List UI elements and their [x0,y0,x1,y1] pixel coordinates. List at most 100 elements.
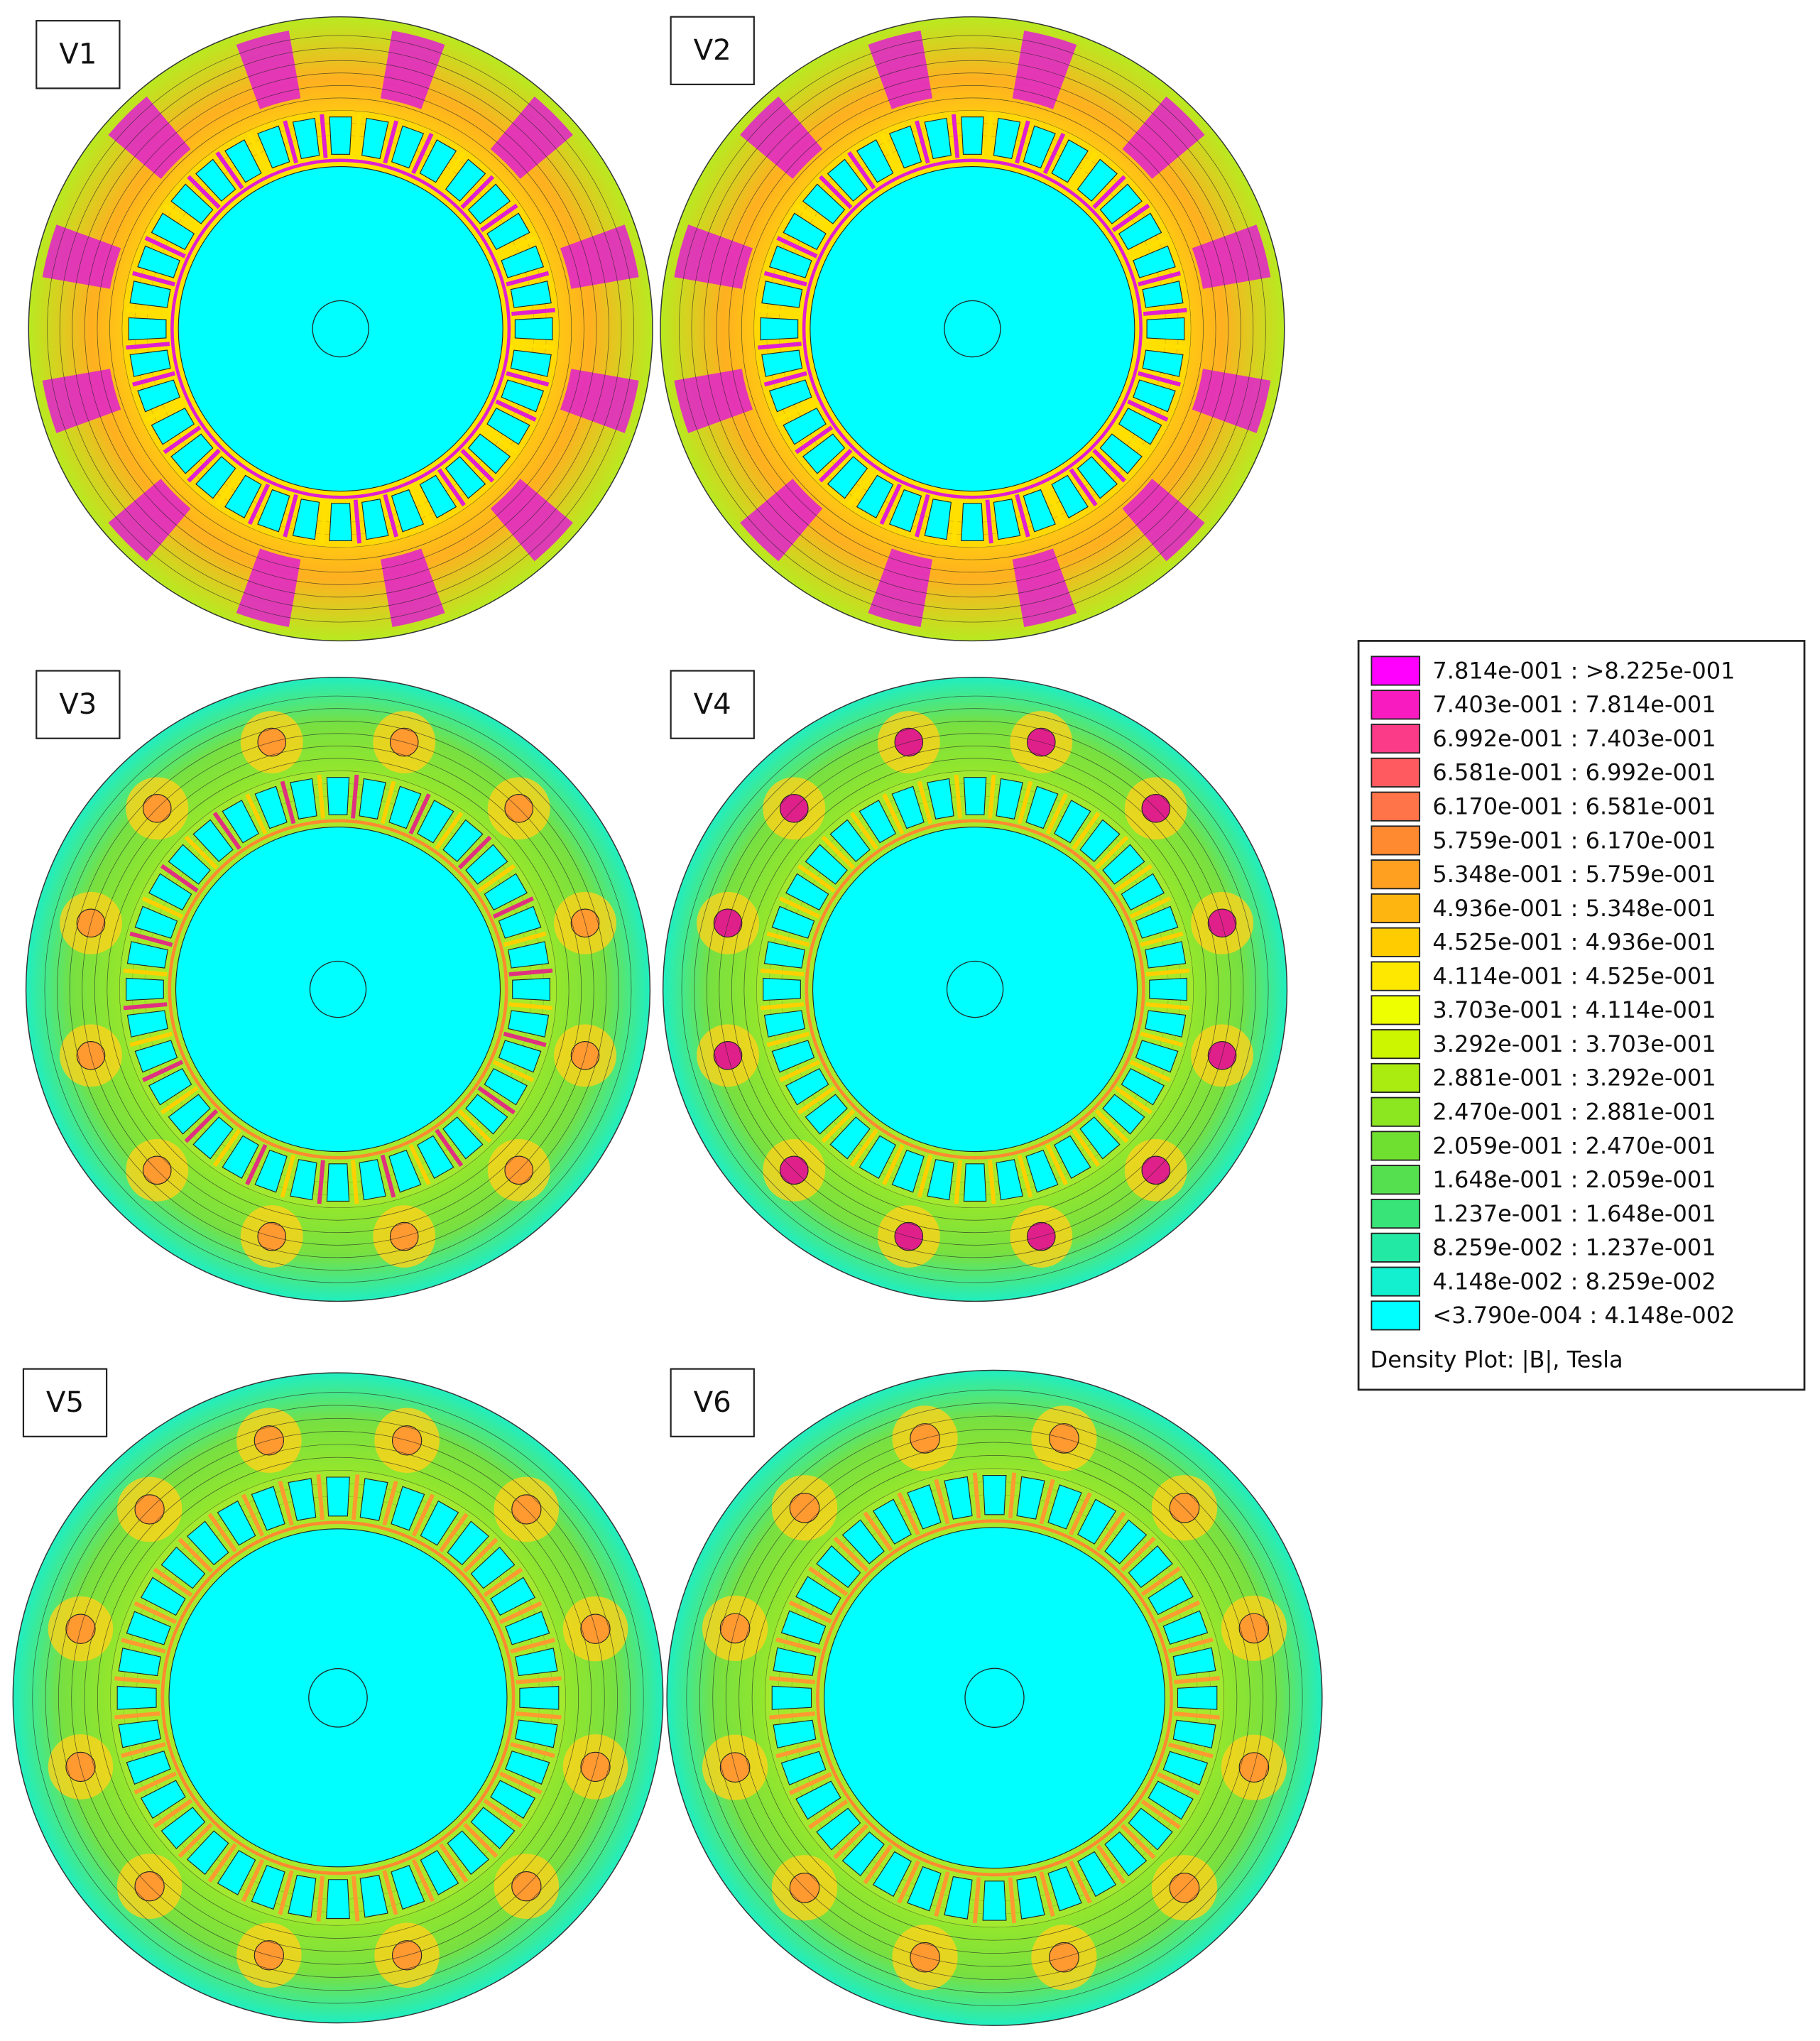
slot [290,778,317,820]
hot-spot [868,31,933,109]
slot [768,245,812,278]
tooth [207,1513,238,1553]
tooth [153,1798,193,1829]
slot [785,1068,829,1106]
panel-label: V5 [46,1386,84,1419]
tooth [1140,1566,1181,1596]
panel-label-box [670,1368,755,1437]
slot [470,1546,516,1589]
field-line [716,72,1229,585]
tooth [1145,1002,1190,1011]
slot [490,1780,536,1819]
slot [1077,456,1118,499]
field-line [725,1429,1264,1967]
slot [419,474,457,519]
slot [254,1149,288,1193]
slot [160,1546,206,1589]
tooth [411,1493,435,1537]
motor-plot: V3 [25,670,651,1302]
hot-spot [1011,548,1077,627]
slot [1177,1685,1218,1710]
tooth [153,1567,193,1597]
legend-label: 1.648e-001 : 2.059e-001 [1432,1166,1716,1193]
legend-label: 8.259e-002 : 1.237e-001 [1432,1234,1716,1261]
tooth [1069,1860,1092,1904]
slot [888,125,922,169]
slot [359,1159,386,1201]
tooth [495,399,537,422]
tooth [760,968,805,976]
air-gap [168,819,508,1160]
legend-label: 4.148e-002 : 8.259e-002 [1432,1268,1716,1295]
motor-plot: V5 [12,1368,664,2024]
slot [1142,349,1184,377]
hot-spot [490,478,573,562]
field-line [706,720,1244,1258]
slot [505,1611,550,1645]
slot [771,905,815,939]
slot [118,1648,161,1677]
slot [1148,1780,1194,1820]
legend-label: 1.237e-001 : 1.648e-001 [1432,1200,1716,1227]
slot [126,977,164,1001]
tooth [457,835,492,870]
legend-swatch [1371,995,1421,1025]
slot [186,1830,229,1876]
tooth [187,175,221,209]
tooth [1157,1772,1201,1795]
slot [515,1648,558,1677]
tooth [849,1128,878,1168]
tooth [352,1474,360,1520]
slot [1025,1149,1059,1193]
slot [514,317,553,341]
slot [1172,1647,1216,1676]
hot-spot [674,368,753,433]
slot [1102,844,1145,885]
panels: V1 V2 V3 V4 V5 V6 [12,16,1323,2026]
slot [1146,317,1185,341]
tooth [1157,1600,1201,1624]
tooth [915,494,930,538]
slot [982,1474,1007,1515]
air-gap [805,819,1145,1160]
slot [251,1486,285,1531]
tooth [383,120,398,164]
slot [816,1545,861,1589]
legend-swatch [1371,893,1421,924]
slot [1121,873,1165,911]
panel-label-box [22,1368,108,1437]
tooth [123,968,168,976]
slot [510,281,552,308]
tooth [160,1086,199,1115]
legend-box [1357,640,1806,1391]
slot [841,1831,885,1877]
slot [944,1876,973,1920]
slot [1047,1484,1082,1530]
tooth [879,133,902,175]
slot [1016,1476,1045,1520]
tooth [483,1798,523,1829]
tooth [1069,151,1098,190]
legend-swatch [1371,825,1421,856]
slot [785,873,829,911]
tooth [435,812,464,850]
legend-swatch [1371,1266,1421,1297]
legend-label: 7.814e-001 : >8.225e-001 [1432,657,1735,684]
tooth [503,931,547,947]
slot [126,1751,171,1785]
legend-swatch [1371,1096,1421,1127]
tooth [516,1711,562,1720]
tooth [320,499,328,544]
slot [963,777,987,815]
slot [505,1751,550,1785]
legend-label: 4.936e-001 : 5.348e-001 [1432,895,1716,922]
field-line [741,97,1204,560]
slot [1079,1116,1121,1160]
slot [1104,1831,1148,1877]
shaft [946,960,1004,1018]
hot-spot [236,548,302,627]
slot [326,1476,350,1517]
slot [927,778,954,820]
slot [290,1159,317,1201]
field-line [107,758,570,1221]
